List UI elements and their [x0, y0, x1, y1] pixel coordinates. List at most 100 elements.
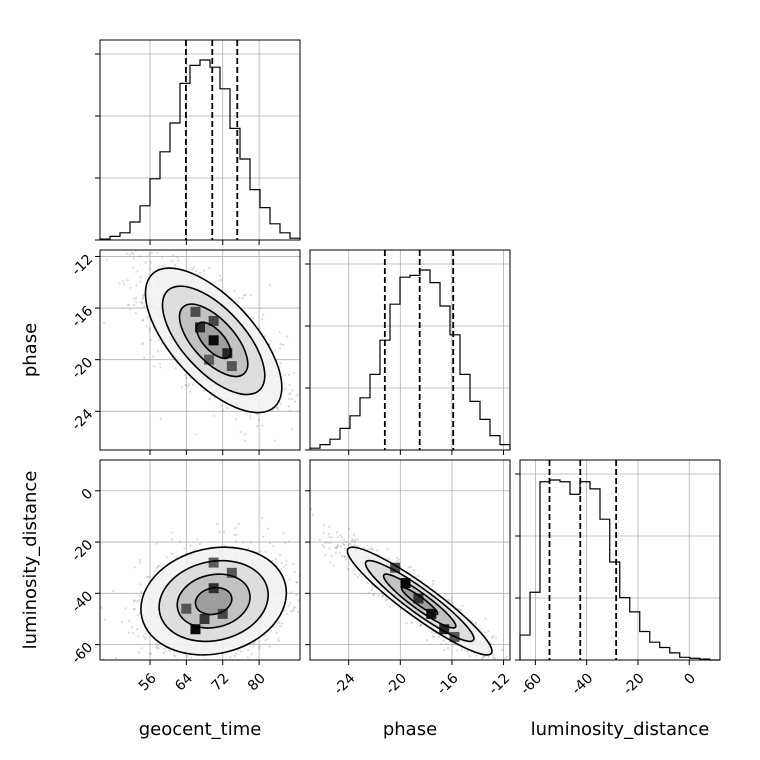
pair-geocent_time-luminosity_distance-sample-point: [323, 583, 325, 585]
pair-phase-luminosity_distance-sample-point: [334, 546, 337, 549]
pair-phase-luminosity_distance-sample-point: [505, 655, 508, 658]
pair-geocent_time-phase-sample-point: [278, 331, 281, 334]
pair-geocent_time-phase-sample-point: [288, 397, 291, 400]
pair-geocent_time-phase-sample-point: [121, 280, 124, 283]
pair-geocent_time-phase-sample-point: [291, 389, 294, 392]
pair-phase-luminosity_distance-sample-point: [366, 581, 369, 584]
pair-geocent_time-phase-sample-point: [237, 296, 241, 299]
pair-geocent_time-phase-sample-point: [174, 367, 177, 370]
pair-geocent_time-luminosity_distance-sample-point: [307, 612, 309, 614]
pair-geocent_time-phase-sample-point: [241, 296, 244, 300]
pair-geocent_time-phase-sample-point: [249, 417, 252, 420]
pair-phase-luminosity_distance-sample-point: [412, 572, 415, 575]
pair-geocent_time-luminosity_distance-density-level-3: [195, 587, 232, 615]
pair-phase-luminosity_distance-sample-point: [475, 654, 478, 658]
pair-geocent_time-luminosity_distance-sample-point: [133, 599, 136, 602]
pair-geocent_time-luminosity_distance-ytick-label-3: 0: [79, 486, 97, 504]
pair-phase-luminosity_distance-sample-point: [345, 556, 348, 559]
pair-phase-luminosity_distance-sample-point: [483, 631, 487, 634]
pair-geocent_time-phase-sample-point: [194, 269, 198, 272]
pair-geocent_time-luminosity_distance-sample-point: [290, 609, 293, 613]
pair-geocent_time-luminosity_distance-xtick-label-2: 72: [209, 670, 233, 694]
pair-geocent_time-luminosity_distance-sample-point: [252, 642, 255, 645]
pair-geocent_time-phase-density-cell-6: [204, 354, 215, 365]
pair-phase-luminosity_distance-sample-point: [431, 582, 435, 586]
pair-phase-luminosity_distance-sample-point: [324, 541, 327, 544]
pair-geocent_time-luminosity_distance-xtick-label-1: 64: [172, 670, 196, 694]
pair-geocent_time-luminosity_distance-sample-point: [158, 666, 160, 668]
pair-phase-luminosity_distance-sample-point: [473, 621, 476, 625]
pair-geocent_time-luminosity_distance-sample-point: [124, 607, 127, 610]
pair-geocent_time-phase-sample-point: [243, 439, 246, 442]
pair-geocent_time-luminosity_distance-sample-point: [145, 637, 148, 640]
pair-phase-luminosity_distance-sample-point: [478, 675, 480, 677]
pair-phase-luminosity_distance-sample-point: [455, 649, 459, 652]
pair-geocent_time-phase-sample-point: [125, 248, 127, 250]
pair-geocent_time-luminosity_distance-sample-point: [190, 670, 192, 672]
pair-geocent_time-luminosity_distance-sample-point: [261, 535, 265, 538]
pair-phase-luminosity_distance-sample-point: [389, 605, 392, 608]
pair-geocent_time-luminosity_distance-sample-point: [155, 646, 158, 649]
xlabel-geocent_time: geocent_time: [139, 719, 262, 740]
pair-geocent_time-luminosity_distance-sample-point: [297, 610, 300, 614]
pair-phase-luminosity_distance-sample-point: [493, 663, 495, 665]
pair-phase-luminosity_distance-sample-point: [345, 540, 348, 543]
pair-geocent_time-phase-sample-point: [203, 389, 206, 392]
pair-geocent_time-phase-sample-point: [255, 413, 259, 416]
pair-phase-luminosity_distance-sample-point: [513, 670, 515, 672]
pair-geocent_time-phase-sample-point: [135, 301, 138, 304]
pair-geocent_time-phase-sample-point: [139, 276, 142, 279]
pair-geocent_time-phase-sample-point: [203, 269, 206, 272]
pair-geocent_time-luminosity_distance-sample-point: [234, 663, 236, 665]
pair-phase-luminosity_distance-sample-point: [419, 624, 422, 627]
pair-geocent_time-phase-sample-point: [138, 255, 141, 258]
pair-geocent_time-phase-sample-point: [289, 409, 292, 412]
pair-geocent_time-luminosity_distance-sample-point: [138, 595, 141, 598]
pair-phase-luminosity_distance-sample-point: [440, 643, 443, 646]
pair-phase-luminosity_distance-density-cell-1: [426, 608, 437, 619]
pair-geocent_time-luminosity_distance-sample-point: [133, 566, 136, 569]
pair-geocent_time-luminosity_distance-sample-point: [143, 638, 147, 641]
pair-geocent_time-luminosity_distance-sample-point: [282, 566, 285, 569]
pair-phase-luminosity_distance-density-cell-3: [413, 593, 424, 604]
pair-geocent_time-phase-contour-3: [195, 321, 232, 360]
pair-geocent_time-luminosity_distance-sample-point: [157, 565, 160, 568]
pair-phase-luminosity_distance-sample-point: [327, 525, 331, 528]
pair-geocent_time-luminosity_distance-density-cell-2: [199, 613, 210, 624]
pair-geocent_time-luminosity_distance-sample-point: [264, 639, 267, 642]
pair-geocent_time-luminosity_distance-sample-point: [173, 655, 176, 658]
pair-phase-luminosity_distance-sample-point: [356, 538, 359, 541]
pair-geocent_time-luminosity_distance-sample-point: [292, 609, 295, 612]
pair-geocent_time-phase-sample-point: [128, 308, 132, 311]
pair-geocent_time-luminosity_distance-sample-point: [275, 631, 278, 635]
pair-geocent_time-luminosity_distance-sample-point: [302, 609, 304, 611]
pair-phase-luminosity_distance-xtick-label-0: -24: [331, 670, 359, 698]
pair-geocent_time-luminosity_distance-sample-point: [305, 625, 307, 627]
pair-geocent_time-phase-sample-point: [142, 318, 145, 321]
pair-geocent_time-phase-frame: [99, 249, 301, 451]
pair-geocent_time-phase-sample-point: [133, 297, 136, 300]
pair-geocent_time-luminosity_distance-sample-point: [155, 542, 158, 545]
pair-geocent_time-luminosity_distance-sample-point: [234, 527, 237, 530]
pair-geocent_time-phase-sample-point: [176, 256, 179, 259]
pair-geocent_time-luminosity_distance-sample-point: [250, 653, 253, 656]
pair-phase-luminosity_distance-sample-point: [501, 648, 504, 651]
pair-geocent_time-phase-sample-point: [148, 267, 152, 270]
pair-phase-luminosity_distance-sample-point: [492, 634, 495, 638]
pair-geocent_time-phase-sample-point: [293, 400, 297, 403]
pair-geocent_time-luminosity_distance-sample-point: [105, 661, 107, 663]
pair-geocent_time-luminosity_distance-sample-point: [269, 542, 272, 545]
pair-geocent_time-luminosity_distance-sample-point: [176, 555, 179, 558]
pair-geocent_time-luminosity_distance-density-cell-0: [190, 624, 201, 635]
pair-geocent_time-luminosity_distance-sample-point: [132, 632, 135, 635]
pair-phase-luminosity_distance-sample-point: [354, 573, 357, 576]
pair-phase-luminosity_distance-sample-point: [371, 548, 375, 551]
pair-phase-luminosity_distance-sample-point: [386, 547, 389, 551]
pair-geocent_time-luminosity_distance-sample-point: [171, 553, 174, 556]
pair-phase-luminosity_distance-sample-point: [420, 623, 423, 627]
pair-phase-luminosity_distance-sample-point: [337, 544, 340, 547]
pair-geocent_time-luminosity_distance-sample-point: [149, 652, 152, 655]
pair-geocent_time-phase-sample-point: [235, 418, 238, 421]
pair-geocent_time-luminosity_distance-sample-point: [148, 652, 151, 655]
pair-geocent_time-luminosity_distance-sample-point: [260, 517, 263, 520]
